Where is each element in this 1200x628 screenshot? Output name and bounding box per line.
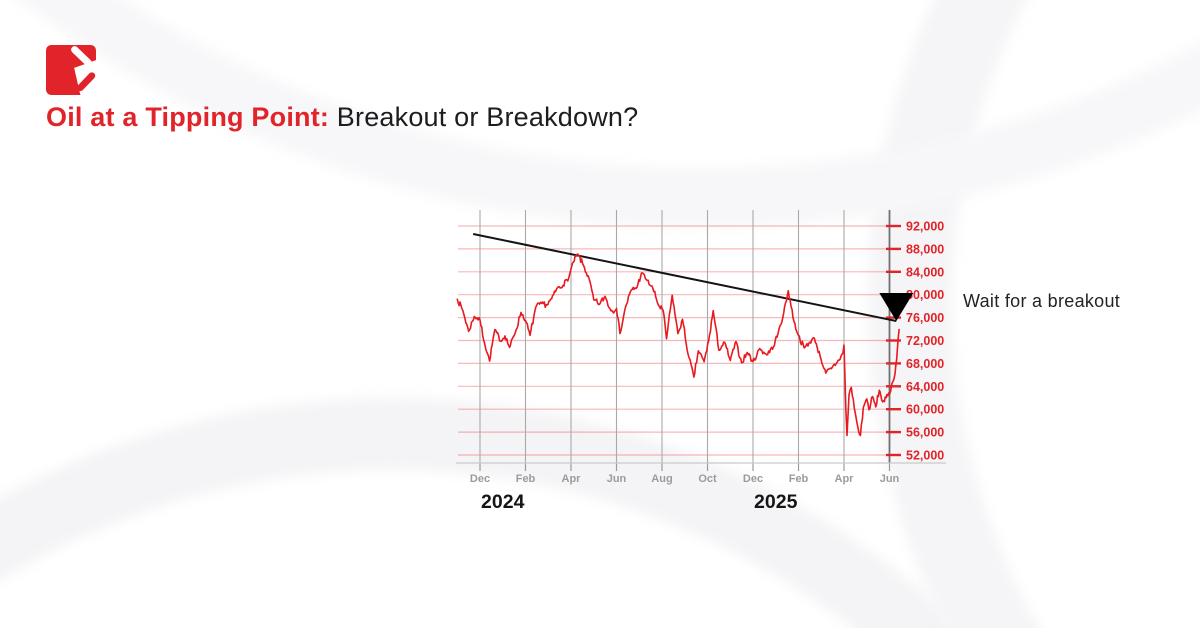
svg-text:2025: 2025 [754,491,798,513]
svg-text:Jun: Jun [880,473,900,485]
svg-text:Aug: Aug [651,473,672,485]
svg-text:Oct: Oct [698,473,717,485]
svg-text:88,000: 88,000 [906,242,944,256]
svg-text:Dec: Dec [470,473,490,485]
breakout-triangle-marker [879,293,914,322]
svg-text:68,000: 68,000 [906,357,944,371]
brand-logo [46,45,96,95]
horizontal-gridlines [458,225,888,456]
page-title-highlight: Oil at a Tipping Point: [46,102,330,132]
svg-text:92,000: 92,000 [906,220,944,234]
price-line-series [456,253,900,437]
svg-text:84,000: 84,000 [906,265,944,279]
svg-text:72,000: 72,000 [906,334,944,348]
svg-text:Dec: Dec [743,473,763,485]
svg-text:2024: 2024 [481,491,525,513]
svg-text:52,000: 52,000 [906,449,944,463]
svg-text:80,000: 80,000 [906,288,944,302]
svg-text:60,000: 60,000 [906,403,944,417]
x-axis-labels: Dec Feb Apr Jun Aug Oct Dec Feb Apr Jun 2024 2025 [456,462,946,513]
breakout-annotation: Wait for a breakout [963,291,1121,311]
svg-text:Feb: Feb [789,473,809,485]
svg-text:76,000: 76,000 [906,311,944,325]
trendline [472,233,897,323]
svg-text:56,000: 56,000 [906,426,944,440]
svg-text:64,000: 64,000 [906,380,944,394]
svg-text:Apr: Apr [562,473,582,485]
brand-arrow-flag-icon [46,45,96,95]
page-title-rest: Breakout or Breakdown? [329,102,639,132]
svg-text:Apr: Apr [835,473,855,485]
svg-text:Jun: Jun [607,473,627,485]
svg-text:Feb: Feb [516,473,536,485]
page-title: Oil at a Tipping Point: Breakout or Brea… [46,102,638,133]
y-axis-labels: 92,000 88,000 84,000 80,000 76,000 72,000 68,0… [886,220,944,463]
vertical-gridlines [479,210,891,463]
